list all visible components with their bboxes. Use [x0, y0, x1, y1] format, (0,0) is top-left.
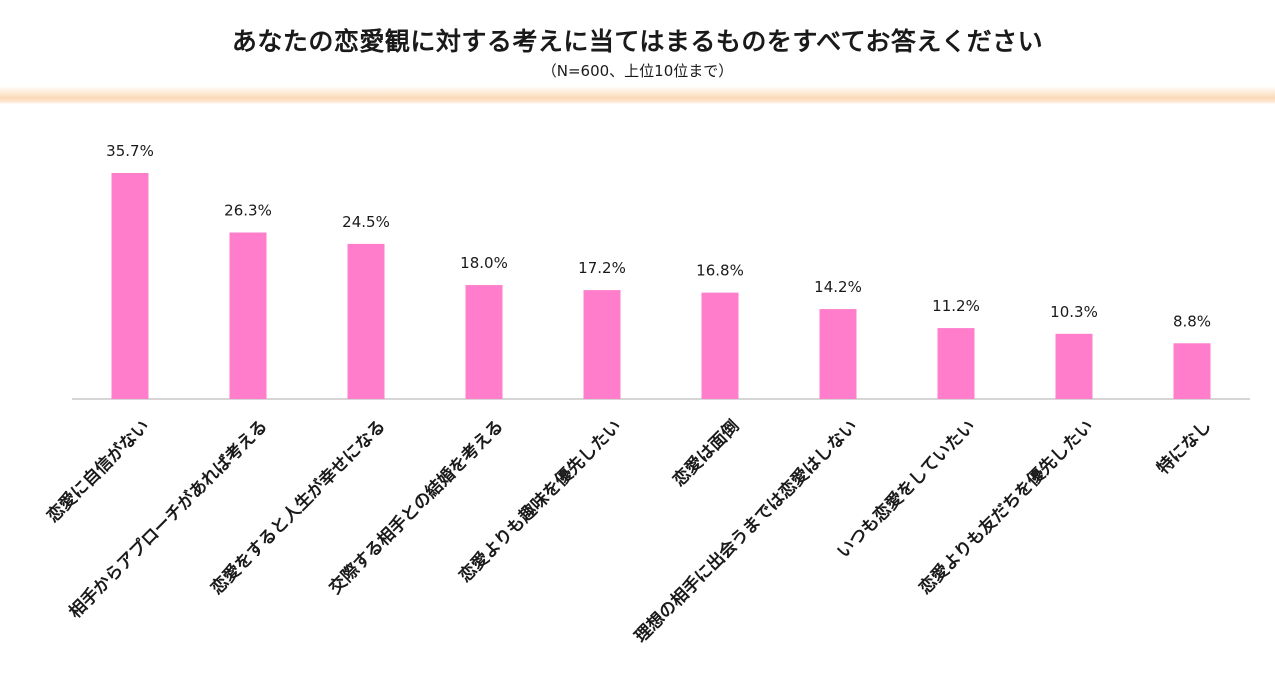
value-label-3: 24.5%: [342, 213, 390, 231]
bar-2: [229, 232, 267, 399]
bar-4: [465, 285, 503, 399]
value-label-4: 18.0%: [460, 254, 508, 272]
category-label-1: 恋愛に自信がない: [43, 416, 154, 527]
bar-3: [347, 243, 385, 399]
value-label-7: 14.2%: [814, 278, 862, 296]
bar-8: [937, 328, 975, 399]
value-label-10: 8.8%: [1173, 312, 1211, 330]
category-label-6: 恋愛は面倒: [669, 416, 744, 491]
category-label-8: いつも恋愛をしていたい: [833, 416, 980, 563]
bar-10: [1173, 343, 1211, 399]
bar-7: [819, 309, 857, 399]
bar-6: [701, 292, 739, 399]
bar-5: [583, 290, 621, 399]
category-label-7: 理想の相手に出会うまでは恋愛はしない: [630, 416, 861, 647]
value-label-9: 10.3%: [1050, 303, 1098, 321]
category-label-10: 特になし: [1153, 416, 1216, 479]
chart-subtitle: （N=600、上位10位まで）: [541, 62, 734, 80]
value-label-8: 11.2%: [932, 297, 980, 315]
value-label-6: 16.8%: [696, 262, 744, 280]
chart-title: あなたの恋愛観に対する考えに当てはまるものをすべてお答えください: [231, 27, 1044, 56]
value-label-5: 17.2%: [578, 259, 626, 277]
bar-9: [1055, 333, 1093, 399]
category-label-2: 相手からアプローチがあれば考える: [65, 416, 272, 623]
bar-1: [111, 173, 149, 399]
value-label-2: 26.3%: [224, 202, 272, 220]
title-band: [0, 0, 1275, 104]
value-label-1: 35.7%: [106, 142, 154, 160]
